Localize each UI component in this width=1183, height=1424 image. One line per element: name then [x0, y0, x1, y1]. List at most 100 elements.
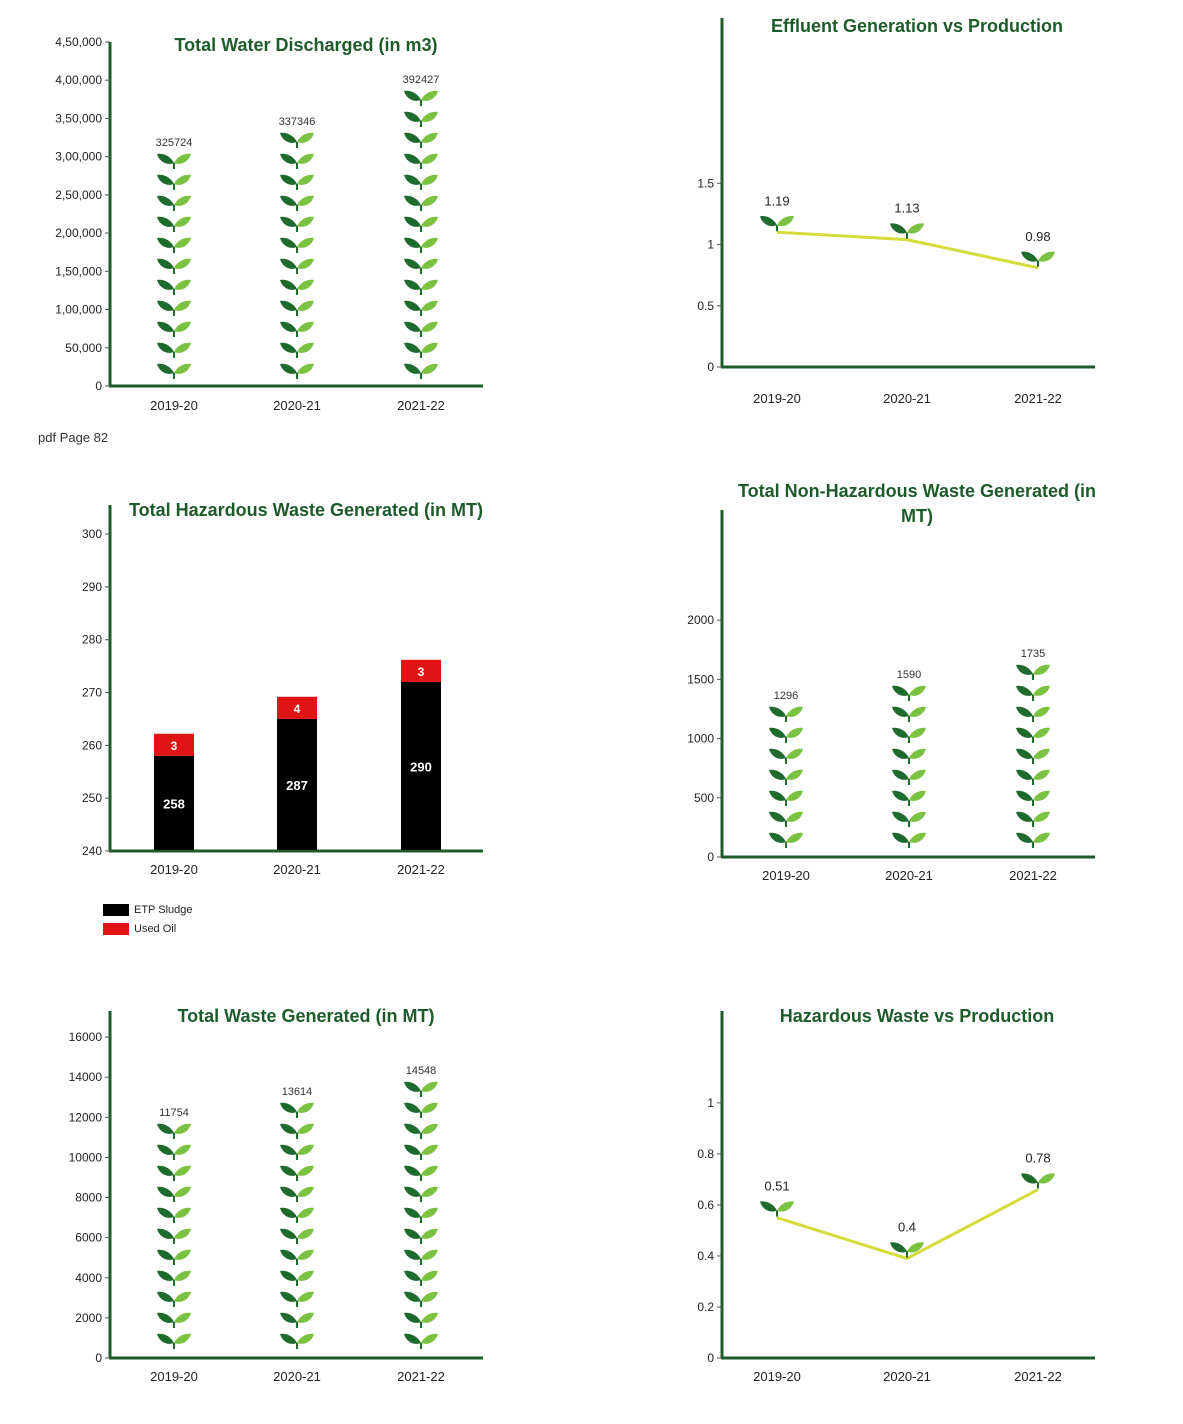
x-tick-label: 2021-22	[397, 862, 445, 877]
y-tick-label: 3,50,000	[55, 111, 102, 125]
y-tick-label: 4,50,000	[55, 35, 102, 49]
chart-hazardous-vs-production: Hazardous Waste vs Production 0 0.2 0.4 0.6 0…	[697, 1006, 1095, 1384]
y-tick-label: 1000	[687, 732, 714, 746]
x-tick-label: 2019-20	[150, 1369, 198, 1384]
bar-leaf-icon	[404, 1333, 438, 1349]
y-tick-label: 2000	[687, 613, 714, 627]
data-label: 11754	[159, 1107, 189, 1119]
y-tick-label: 250	[82, 791, 102, 805]
data-label: 1735	[1021, 648, 1045, 660]
y-tick-label: 0.8	[697, 1147, 714, 1161]
legend-swatch-used-oil	[103, 922, 129, 935]
bar-leaf-icon	[404, 1102, 438, 1118]
bar-leaf-icon	[404, 1228, 438, 1244]
bar-leaf-icon	[280, 258, 314, 274]
y-tick-label: 260	[82, 738, 102, 752]
y-tick-label: 240	[82, 844, 102, 858]
bar-leaf-icon	[157, 174, 191, 190]
bar-leaf-icon	[404, 258, 438, 274]
y-tick-label: 10000	[69, 1150, 103, 1164]
bar-leaf-icon	[157, 321, 191, 337]
bar-leaf-icon	[404, 1144, 438, 1160]
bar-leaf-icon	[404, 195, 438, 211]
bar-leaf-icon	[404, 237, 438, 253]
bar-leaf-icon	[404, 132, 438, 148]
bar-leaf-icon	[280, 237, 314, 253]
x-tick-label: 2021-22	[397, 398, 445, 413]
bar-leaf-icon	[280, 1333, 314, 1349]
legend-item-etp-sludge: ETP Sludge	[103, 900, 193, 919]
data-label: 0.98	[1025, 229, 1050, 244]
x-tick-label: 2019-20	[150, 862, 198, 877]
bar-leaf-icon	[1016, 811, 1050, 827]
point-leaf-icon	[1021, 251, 1055, 267]
bar-leaf-icon	[157, 1207, 191, 1223]
chart-effluent-vs-production: Effluent Generation vs Production 0 0.5 1 1.…	[697, 16, 1095, 406]
data-label-etp-sludge: 290	[410, 759, 432, 774]
bar-leaf-icon	[1016, 685, 1050, 701]
bar-used-oil	[277, 696, 317, 719]
bar-leaf-icon	[404, 111, 438, 127]
bar-leaf-icon	[1016, 706, 1050, 722]
bar-leaf-icon	[404, 321, 438, 337]
x-tick-label: 2020-21	[273, 862, 321, 877]
point-leaf-icon	[760, 1201, 794, 1217]
bar-leaf-icon	[769, 727, 803, 743]
bar-leaf-icon	[769, 790, 803, 806]
bar-leaf-icon	[404, 342, 438, 358]
y-tick-label: 50,000	[65, 341, 102, 355]
bar-leaf-icon	[157, 153, 191, 169]
data-label: 392427	[403, 74, 440, 86]
bar-leaf-icon	[157, 1333, 191, 1349]
y-tick-label: 2000	[75, 1311, 102, 1325]
bar-leaf-icon	[892, 832, 926, 848]
bar-leaf-icon	[280, 321, 314, 337]
legend-label-etp-sludge: ETP Sludge	[134, 903, 193, 916]
bar-leaf-icon	[404, 1207, 438, 1223]
y-tick-label: 4,00,000	[55, 73, 102, 87]
y-tick-label: 3,00,000	[55, 150, 102, 164]
x-tick-label: 2021-22	[1014, 391, 1062, 406]
series-line	[776, 230, 1039, 270]
x-tick-label: 2021-22	[1009, 868, 1057, 883]
x-tick-label: 2019-20	[762, 868, 810, 883]
bar-leaf-icon	[892, 790, 926, 806]
data-label: 337346	[279, 116, 316, 128]
y-tick-label: 1500	[687, 672, 714, 686]
y-tick-label: 1	[707, 238, 714, 252]
bar-leaf-icon	[769, 748, 803, 764]
bar-leaf-icon	[157, 1186, 191, 1202]
y-tick-label: 6000	[75, 1231, 102, 1245]
bar-leaf-icon	[892, 727, 926, 743]
bar-leaf-icon	[769, 769, 803, 785]
y-tick-label: 0	[707, 850, 714, 864]
bar-leaf-icon	[280, 1186, 314, 1202]
bar-leaf-icon	[404, 1249, 438, 1265]
bar-etp-sludge	[401, 681, 441, 850]
bar-leaf-icon	[280, 153, 314, 169]
bar-leaf-icon	[280, 1102, 314, 1118]
y-tick-label: 0.6	[697, 1198, 714, 1212]
bar-leaf-icon	[280, 174, 314, 190]
x-tick-label: 2019-20	[753, 391, 801, 406]
data-label: 1.19	[764, 193, 789, 208]
y-tick-label: 1.5	[697, 176, 714, 190]
bar-leaf-icon	[1016, 664, 1050, 680]
y-tick-label: 270	[82, 686, 102, 700]
data-label-used-oil: 3	[418, 665, 425, 679]
y-tick-label: 500	[694, 791, 714, 805]
bar-leaf-icon	[157, 363, 191, 379]
bar-leaf-icon	[157, 300, 191, 316]
y-tick-label: 12000	[69, 1110, 103, 1124]
bar-leaf-icon	[404, 300, 438, 316]
page-note: pdf Page 82	[38, 430, 109, 445]
x-tick-label: 2020-21	[273, 1369, 321, 1384]
x-tick-label: 2021-22	[397, 1369, 445, 1384]
chart-title: Effluent Generation vs Production	[771, 16, 1063, 36]
data-label: 13614	[282, 1086, 313, 1098]
bar-leaf-icon	[404, 1165, 438, 1181]
bar-leaf-icon	[280, 1165, 314, 1181]
data-label-used-oil: 3	[171, 739, 178, 753]
x-tick-label: 2021-22	[1014, 1369, 1062, 1384]
data-label: 14548	[406, 1065, 437, 1077]
